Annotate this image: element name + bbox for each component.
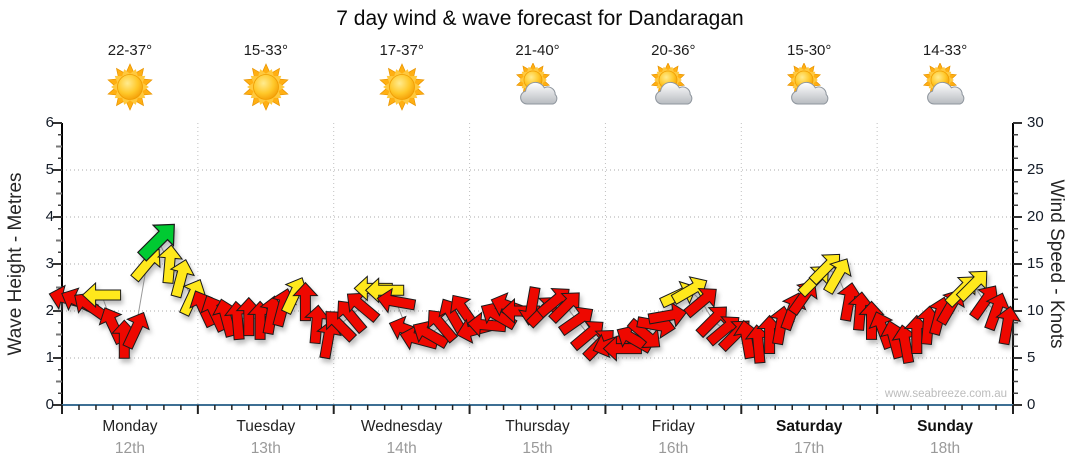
right-axis-tick-label: 10 bbox=[1027, 302, 1044, 319]
day-label: Saturday bbox=[776, 418, 843, 435]
wind-arrow bbox=[136, 223, 175, 262]
day-label: Friday bbox=[651, 418, 695, 435]
right-axis-tick-label: 20 bbox=[1027, 208, 1044, 225]
wind-arrow bbox=[995, 305, 1022, 346]
wind-arrow bbox=[81, 281, 122, 309]
day-label: Tuesday bbox=[236, 418, 296, 435]
right-axis-tick-label: 5 bbox=[1027, 349, 1036, 366]
left-axis-tick-label: 2 bbox=[45, 302, 54, 319]
right-axis-tick-label: 30 bbox=[1027, 114, 1044, 131]
date-label: 15th bbox=[522, 440, 553, 457]
wind-arrow bbox=[466, 311, 507, 338]
sunny-icon bbox=[378, 63, 426, 111]
wind-arrow bbox=[156, 244, 184, 284]
right-axis-tick-label: 0 bbox=[1027, 396, 1036, 413]
wind-arrow bbox=[292, 281, 319, 322]
date-label: 16th bbox=[658, 440, 689, 457]
day-label: Thursday bbox=[505, 418, 570, 435]
date-label: 14th bbox=[386, 440, 417, 457]
partly-cloudy-icon bbox=[514, 62, 562, 111]
wind-arrow bbox=[822, 258, 852, 295]
watermark: www.seabreeze.com.au bbox=[884, 388, 1007, 400]
wind-arrow bbox=[316, 319, 342, 360]
left-axis-tick-label: 0 bbox=[45, 396, 54, 413]
wind-arrow bbox=[557, 306, 594, 337]
temp-range-label: 17-37° bbox=[379, 42, 424, 59]
sunny-icon bbox=[242, 63, 290, 111]
left-axis-tick-label: 5 bbox=[45, 161, 54, 178]
partly-cloudy-icon bbox=[921, 62, 969, 111]
date-label: 17th bbox=[794, 440, 825, 457]
date-label: 12th bbox=[114, 440, 145, 457]
sunny-icon bbox=[106, 63, 154, 111]
temp-range-label: 15-33° bbox=[243, 42, 288, 59]
partly-cloudy-icon bbox=[785, 62, 833, 111]
date-label: 13th bbox=[250, 440, 281, 457]
temp-range-label: 14-33° bbox=[922, 42, 968, 59]
temp-range-label: 21-40° bbox=[515, 42, 560, 59]
wind-arrow bbox=[169, 259, 196, 299]
temp-range-label: 22-37° bbox=[107, 42, 153, 59]
partly-cloudy-icon bbox=[649, 62, 697, 111]
left-axis-title: Wave Height - Metres bbox=[5, 172, 26, 356]
wind-arrow bbox=[364, 277, 405, 304]
right-axis-tick-label: 25 bbox=[1027, 161, 1044, 178]
right-axis-tick-label: 15 bbox=[1027, 255, 1044, 272]
day-label: Wednesday bbox=[360, 418, 443, 435]
left-axis-tick-label: 3 bbox=[45, 255, 54, 272]
right-axis-title: Wind Speed - Knots bbox=[1046, 179, 1067, 349]
wind-arrow bbox=[683, 287, 717, 319]
date-label: 18th bbox=[929, 440, 961, 457]
left-axis-tick-label: 6 bbox=[45, 114, 54, 131]
temp-range-label: 15-30° bbox=[787, 42, 832, 59]
wind-arrow bbox=[376, 287, 417, 314]
temp-range-label: 20-36° bbox=[651, 42, 696, 59]
day-label: Monday bbox=[102, 418, 158, 435]
left-axis-tick-label: 4 bbox=[45, 208, 54, 225]
wind-arrow bbox=[868, 311, 895, 351]
wind-arrows-group bbox=[48, 223, 1022, 365]
wind-arrow bbox=[122, 311, 150, 350]
wind-arrow bbox=[858, 300, 885, 340]
left-axis-tick-label: 1 bbox=[45, 349, 54, 366]
day-label: Sunday bbox=[917, 418, 974, 435]
chart-title: 7 day wind & wave forecast for Dandaraga… bbox=[336, 7, 744, 30]
